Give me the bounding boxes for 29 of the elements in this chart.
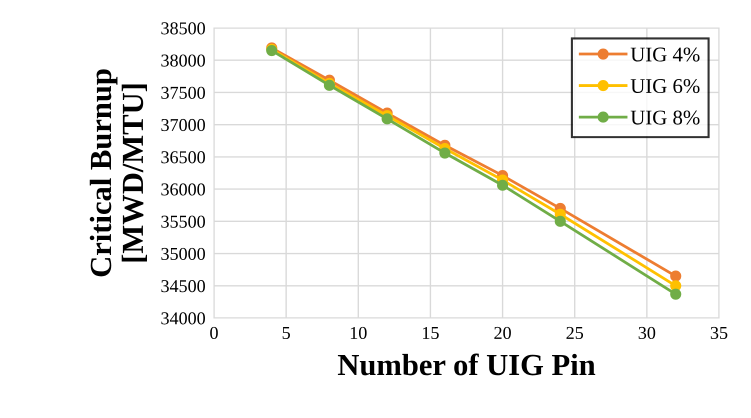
point <box>497 180 508 191</box>
point <box>670 288 682 300</box>
y-tick-label: 35500 <box>161 216 205 228</box>
legend-label: UIG 6% <box>630 79 700 94</box>
point <box>554 216 566 227</box>
y-tick-label: 37000 <box>161 118 205 132</box>
x-tick-label: 15 <box>422 326 439 340</box>
x-axis-title: Number of UIG Pin <box>338 354 596 376</box>
point <box>670 270 682 282</box>
x-tick-label: 10 <box>350 326 367 340</box>
y-axis-title: Critical Burnup [MWD/MTU] <box>90 69 147 276</box>
y-tick-label: 34500 <box>161 280 205 292</box>
y-tick-label: 36000 <box>161 183 205 196</box>
x-tick-label: 35 <box>710 326 728 340</box>
x-tick-label: 0 <box>210 326 218 340</box>
point <box>439 147 450 159</box>
y-tick-label: 34000 <box>161 312 205 324</box>
legend-label: UIG 8% <box>630 110 700 125</box>
x-tick-label: 30 <box>638 326 656 340</box>
point <box>382 113 393 124</box>
x-tick-label: 25 <box>566 326 584 340</box>
x-tick-label: 5 <box>282 327 290 340</box>
x-tick-label: 20 <box>494 326 511 340</box>
legend-label: UIG 4% <box>630 47 700 62</box>
y-tick-label: 37500 <box>161 86 205 99</box>
y-tick-label: 36500 <box>161 151 205 164</box>
y-tick-label: 38000 <box>161 54 205 67</box>
y-tick-label: 35000 <box>161 248 205 260</box>
y-tick-label: 38500 <box>161 22 205 34</box>
